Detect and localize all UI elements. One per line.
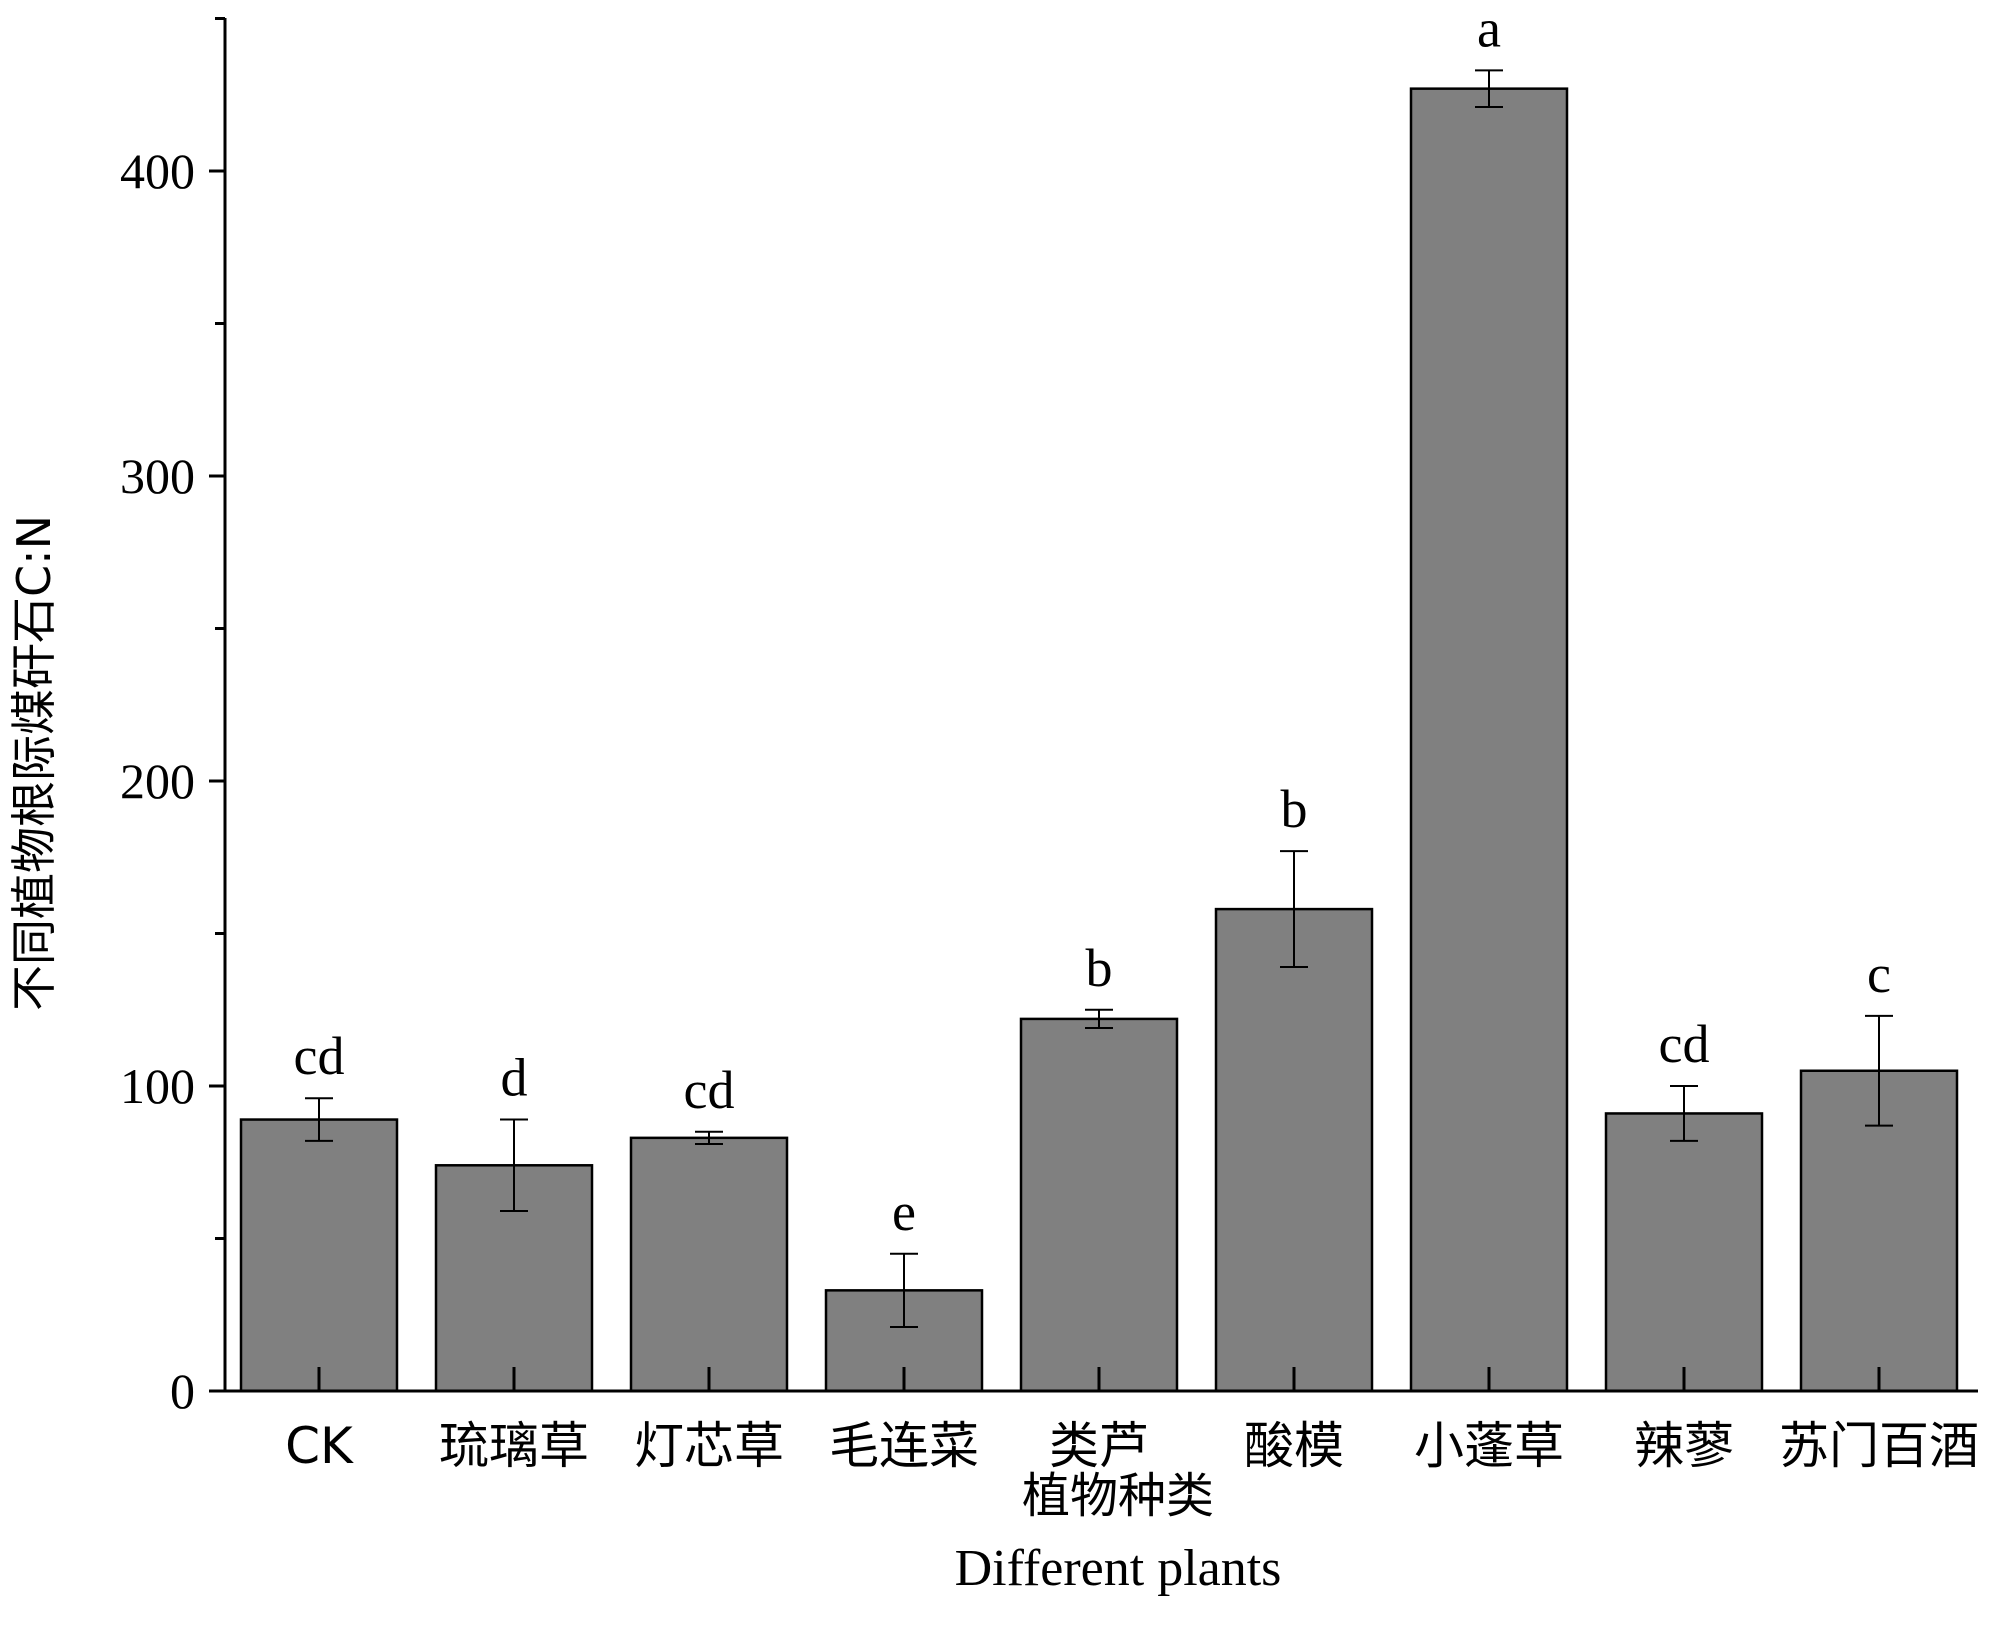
significance-label: e [892, 1182, 916, 1242]
significance-label: c [1867, 944, 1891, 1004]
bars-layer [239, 87, 1959, 1393]
bar [629, 1136, 789, 1393]
significance-label: cd [684, 1060, 735, 1120]
x-tick-label: 灯芯草 [634, 1417, 784, 1475]
x-tick-label: 琉璃草 [439, 1417, 589, 1475]
significance-label: b [1086, 938, 1113, 998]
x-tick-label: 小蓬草 [1414, 1417, 1564, 1475]
x-axis-title: 植物种类 [1022, 1468, 1214, 1524]
significance-label: d [501, 1048, 528, 1108]
significance-label: cd [294, 1026, 345, 1086]
significance-label: a [1477, 0, 1501, 58]
significance-labels-layer: cd d cd e b b a cd c [294, 0, 1891, 1242]
bar [1409, 87, 1569, 1393]
y-tick-label: 100 [120, 1058, 195, 1114]
x-tick-label: 酸模 [1244, 1417, 1344, 1475]
bar [239, 1118, 399, 1393]
bar [1214, 907, 1374, 1393]
x-tick-label: CK [285, 1417, 354, 1475]
x-ticks-layer: CK 琉璃草 灯芯草 毛连菜 类芦 酸模 小蓬草 辣蓼 苏门百酒 [285, 1367, 1979, 1475]
y-tick-label: 400 [120, 143, 195, 199]
y-tick-label: 200 [120, 753, 195, 809]
y-tick-label: 0 [170, 1363, 195, 1419]
x-tick-label: 苏门百酒 [1779, 1417, 1979, 1475]
error-bars-layer [305, 69, 1893, 1328]
y-axis-title: 不同植物根际煤矸石C:N [7, 515, 61, 1011]
x-axis-title-english: Different plants [955, 1540, 1282, 1597]
x-tick-label: 毛连菜 [829, 1417, 979, 1475]
x-tick-label: 辣蓼 [1634, 1417, 1734, 1475]
bar [1604, 1112, 1764, 1393]
significance-label: b [1281, 779, 1308, 839]
y-tick-label: 300 [120, 448, 195, 504]
bar [1019, 1017, 1179, 1393]
significance-label: cd [1659, 1014, 1710, 1074]
y-ticks-layer: 0 100 200 300 400 [120, 17, 225, 1419]
x-tick-label: 类芦 [1049, 1417, 1149, 1475]
